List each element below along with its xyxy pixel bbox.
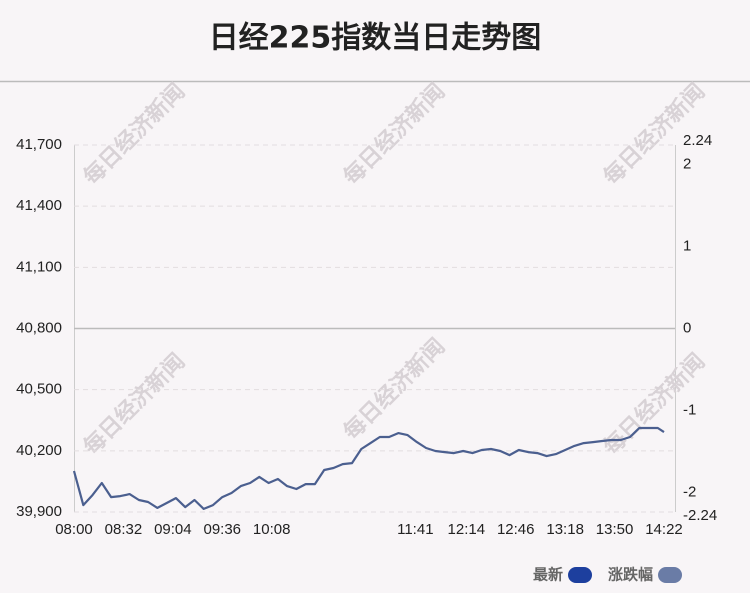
x-tick-label: 14:22 <box>645 521 683 538</box>
y-tick-label: 39,900 <box>16 503 62 520</box>
x-tick-label: 10:08 <box>253 521 291 538</box>
chart-title: 日经225指数当日走势图 <box>209 21 542 56</box>
legend-label: 最新 <box>533 566 563 584</box>
y-tick-label: 41,100 <box>16 258 62 275</box>
legend-swatch <box>568 567 593 583</box>
x-tick-label: 13:18 <box>546 521 584 538</box>
y-tick-label: 40,500 <box>16 381 62 398</box>
y2-tick-label: 0 <box>683 319 691 336</box>
watermark: 每日经济新闻 <box>78 348 190 460</box>
x-tick-label: 08:00 <box>55 521 93 538</box>
y-tick-label: 41,400 <box>16 197 62 214</box>
y2-tick-label: -1 <box>683 401 696 418</box>
y2-tick-label: 1 <box>683 238 691 255</box>
x-tick-label: 12:14 <box>448 521 486 538</box>
watermark: 每日经济新闻 <box>338 78 450 190</box>
y-tick-label: 40,200 <box>16 442 62 459</box>
watermark: 每日经济新闻 <box>78 78 190 190</box>
y2-tick-label: 2.24 <box>683 132 712 149</box>
price-line <box>72 426 665 510</box>
y2-tick-label: -2 <box>683 483 696 500</box>
x-tick-label: 13:50 <box>596 521 634 538</box>
y2-tick-label: -2.24 <box>683 507 717 524</box>
x-tick-label: 09:04 <box>154 521 192 538</box>
x-tick-label: 09:36 <box>203 521 241 538</box>
legend-label: 涨跌幅 <box>608 566 653 584</box>
y2-tick-label: 2 <box>683 156 691 173</box>
y-tick-label: 40,800 <box>16 319 62 336</box>
legend-swatch <box>658 567 683 583</box>
x-tick-label: 08:32 <box>105 521 143 538</box>
x-tick-label: 12:46 <box>497 521 535 538</box>
x-tick-label: 11:41 <box>397 521 433 538</box>
y-tick-label: 41,700 <box>16 136 62 153</box>
